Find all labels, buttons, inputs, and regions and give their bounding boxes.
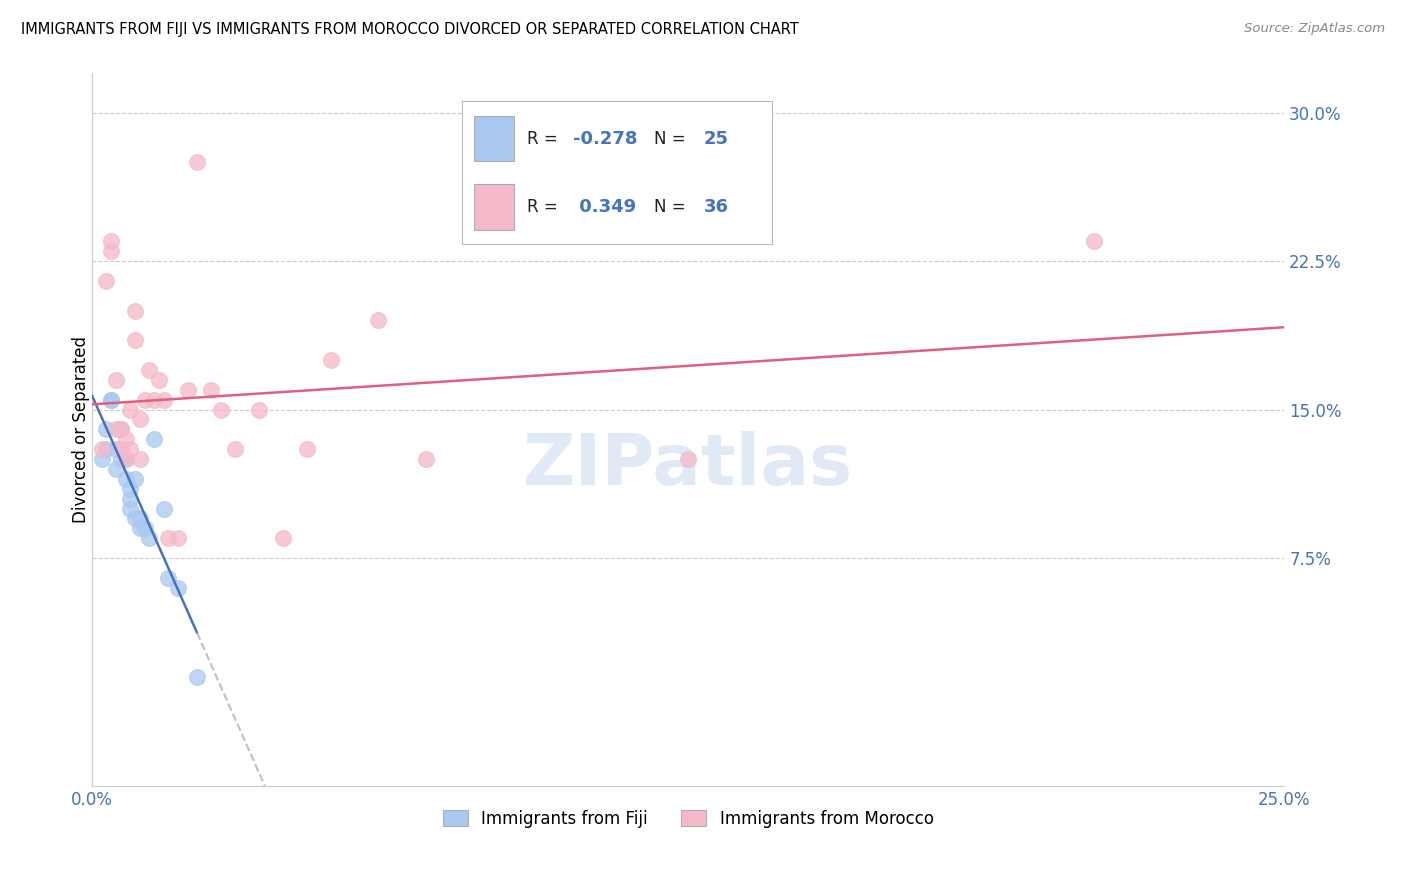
Point: [295, 442, 318, 457]
Point: [100, 234, 122, 248]
Point: [415, 452, 437, 467]
Point: [186, 155, 208, 169]
Point: [224, 442, 246, 457]
Point: [90, 442, 112, 457]
Point: [143, 432, 166, 446]
Point: [1083, 234, 1105, 248]
Point: [143, 392, 166, 407]
Point: [120, 482, 142, 496]
Point: [209, 402, 232, 417]
Point: [186, 670, 208, 684]
Point: [120, 501, 142, 516]
Point: [128, 521, 150, 535]
Text: IMMIGRANTS FROM FIJI VS IMMIGRANTS FROM MOROCCO DIVORCED OR SEPARATED CORRELATIO: IMMIGRANTS FROM FIJI VS IMMIGRANTS FROM …: [21, 22, 799, 37]
Point: [134, 521, 156, 535]
Point: [96, 422, 118, 436]
Point: [110, 452, 132, 467]
Point: [319, 353, 342, 368]
Point: [167, 531, 190, 545]
Point: [120, 442, 142, 457]
Point: [128, 511, 150, 525]
Legend: Immigrants from Fiji, Immigrants from Morocco: Immigrants from Fiji, Immigrants from Mo…: [436, 803, 941, 835]
Point: [105, 373, 128, 387]
Point: [100, 392, 122, 407]
Point: [247, 402, 270, 417]
Point: [134, 392, 156, 407]
Point: [157, 571, 180, 585]
Point: [678, 452, 700, 467]
Point: [148, 373, 170, 387]
Point: [110, 442, 132, 457]
Text: ZIPatlas: ZIPatlas: [523, 431, 853, 500]
Point: [96, 442, 118, 457]
Point: [176, 383, 198, 397]
Point: [124, 303, 146, 318]
Point: [200, 383, 222, 397]
Point: [100, 244, 122, 259]
Point: [167, 581, 190, 595]
Point: [124, 511, 146, 525]
Point: [105, 442, 128, 457]
Point: [110, 422, 132, 436]
Point: [138, 363, 160, 377]
Point: [114, 452, 136, 467]
Point: [128, 452, 150, 467]
Point: [128, 412, 150, 426]
Point: [105, 422, 128, 436]
Point: [110, 422, 132, 436]
Y-axis label: Divorced or Separated: Divorced or Separated: [72, 336, 90, 523]
Point: [124, 333, 146, 347]
Point: [120, 402, 142, 417]
Point: [90, 452, 112, 467]
Point: [120, 491, 142, 506]
Point: [114, 472, 136, 486]
Point: [114, 452, 136, 467]
Point: [152, 501, 174, 516]
Point: [100, 392, 122, 407]
Point: [367, 313, 389, 327]
Point: [114, 432, 136, 446]
Point: [138, 531, 160, 545]
Text: Source: ZipAtlas.com: Source: ZipAtlas.com: [1244, 22, 1385, 36]
Point: [124, 472, 146, 486]
Point: [152, 392, 174, 407]
Point: [105, 462, 128, 476]
Point: [157, 531, 180, 545]
Point: [96, 274, 118, 288]
Point: [271, 531, 294, 545]
